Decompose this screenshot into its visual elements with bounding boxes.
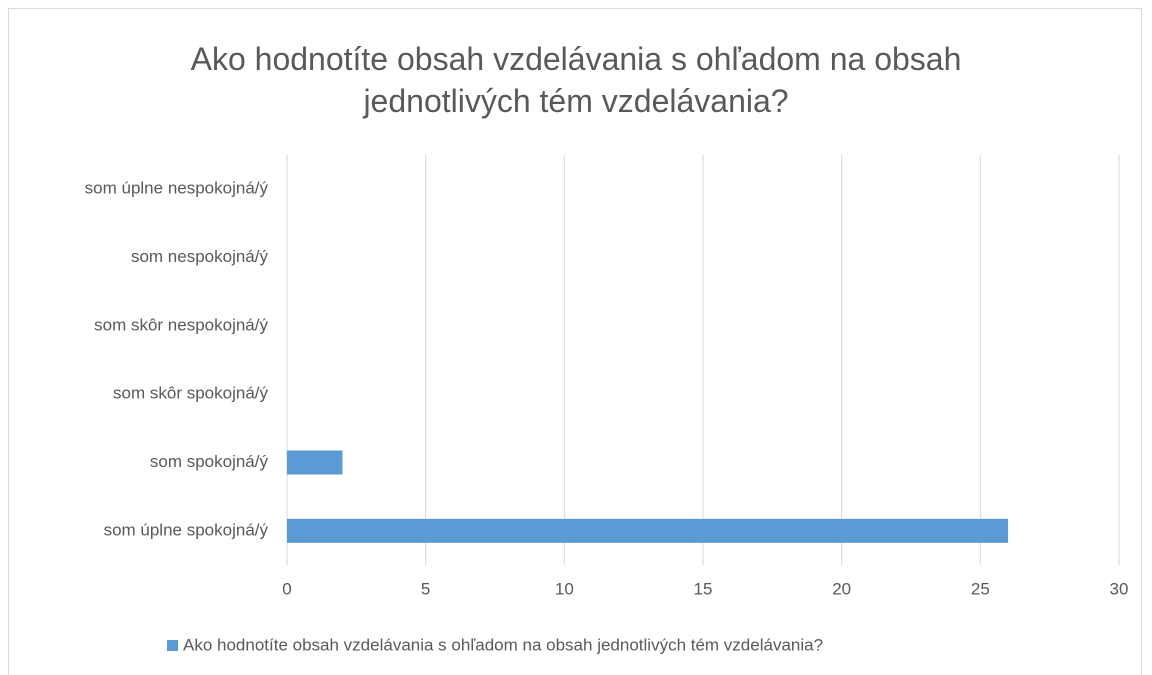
y-tick-label: som úplne nespokojná/ý <box>85 179 269 198</box>
x-tick-label: 0 <box>282 579 291 598</box>
legend-swatch <box>167 640 178 651</box>
x-tick-label: 30 <box>1110 579 1129 598</box>
x-tick-label: 25 <box>971 579 990 598</box>
x-tick-label: 10 <box>555 579 574 598</box>
bar <box>287 450 343 475</box>
y-tick-label: som skôr nespokojná/ý <box>94 315 268 334</box>
y-tick-label: som skôr spokojná/ý <box>113 384 268 403</box>
legend-label: Ako hodnotíte obsah vzdelávania s ohľado… <box>183 635 823 654</box>
x-tick-label: 5 <box>421 579 430 598</box>
chart-frame <box>8 8 1142 675</box>
x-tick-label: 20 <box>832 579 851 598</box>
x-tick-label: 15 <box>694 579 713 598</box>
bar <box>287 518 1009 543</box>
y-tick-label: som spokojná/ý <box>150 452 269 471</box>
y-tick-label: som úplne spokojná/ý <box>104 520 269 539</box>
chart-title: Ako hodnotíte obsah vzdelávania s ohľado… <box>190 41 962 119</box>
y-tick-label: som nespokojná/ý <box>131 247 269 266</box>
